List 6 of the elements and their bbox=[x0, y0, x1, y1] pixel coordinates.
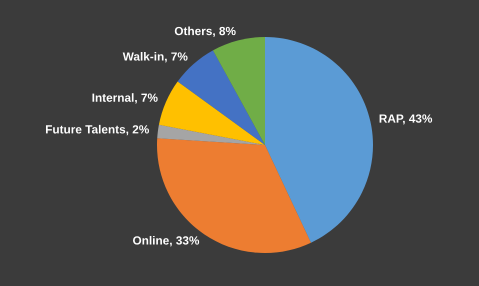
slice-label: Internal, 7% bbox=[92, 93, 158, 104]
slice-label: Future Talents, 2% bbox=[46, 124, 149, 136]
slice-label: Others, 8% bbox=[174, 26, 236, 37]
slice-label: RAP, 43% bbox=[380, 114, 432, 124]
slice-label: Walk-in, 7% bbox=[122, 52, 188, 62]
slice-label: Online, 33% bbox=[133, 236, 200, 246]
